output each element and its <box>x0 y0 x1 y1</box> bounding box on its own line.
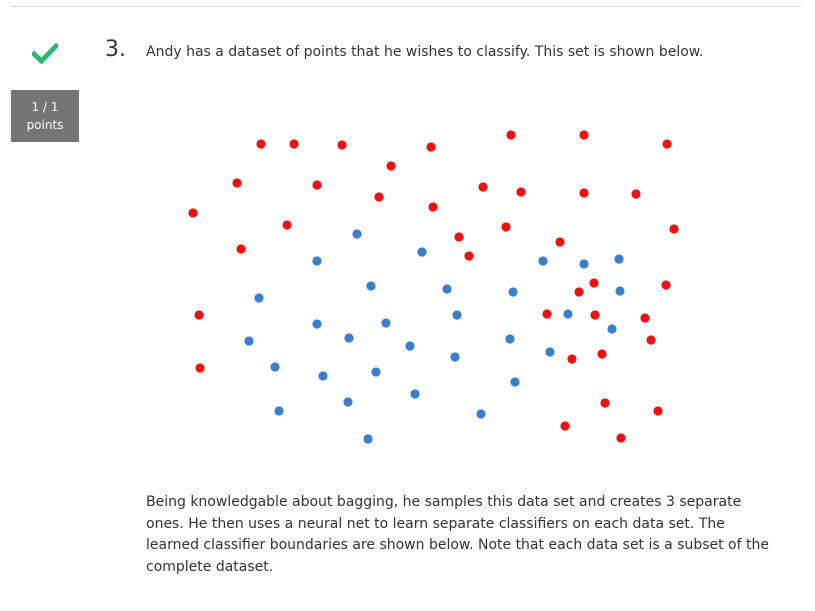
red-point-25 <box>589 278 599 288</box>
bagging-paragraph: Being knowledgable about bagging, he sam… <box>146 494 769 575</box>
red-point-6 <box>579 130 589 140</box>
blue-point-3 <box>312 256 322 266</box>
red-point-17 <box>428 202 438 212</box>
blue-point-19 <box>405 341 415 351</box>
blue-point-15 <box>563 309 573 319</box>
red-point-1 <box>256 139 266 149</box>
blue-point-22 <box>545 347 555 357</box>
red-point-15 <box>631 189 641 199</box>
red-point-4 <box>426 142 436 152</box>
red-point-9 <box>232 178 242 188</box>
blue-point-26 <box>510 377 520 387</box>
blue-point-12 <box>312 319 322 329</box>
blue-point-23 <box>270 362 280 372</box>
red-point-35 <box>567 354 577 364</box>
red-point-26 <box>661 280 671 290</box>
red-point-13 <box>516 187 526 197</box>
blue-point-17 <box>244 336 254 346</box>
blue-point-4 <box>538 256 548 266</box>
blue-point-13 <box>381 318 391 328</box>
red-point-30 <box>590 310 600 320</box>
red-point-31 <box>640 313 650 323</box>
red-point-38 <box>560 421 570 431</box>
blue-point-30 <box>476 409 486 419</box>
score-value: 1 / 1 <box>31 100 59 114</box>
blue-point-8 <box>366 281 376 291</box>
checkmark-icon <box>32 43 58 65</box>
red-point-22 <box>555 237 565 247</box>
red-point-10 <box>312 180 322 190</box>
blue-point-14 <box>452 310 462 320</box>
red-point-33 <box>597 349 607 359</box>
red-point-24 <box>464 251 474 261</box>
red-point-2 <box>289 139 299 149</box>
red-point-12 <box>478 182 488 192</box>
question-prompt: Andy has a dataset of points that he wis… <box>146 44 704 60</box>
red-point-5 <box>506 130 516 140</box>
red-point-23 <box>236 244 246 254</box>
blue-point-24 <box>318 371 328 381</box>
red-point-11 <box>374 192 384 202</box>
red-point-39 <box>616 433 626 443</box>
blue-point-2 <box>417 247 427 257</box>
blue-point-27 <box>410 389 420 399</box>
blue-point-6 <box>614 254 624 264</box>
red-point-32 <box>646 335 656 345</box>
red-point-8 <box>386 161 396 171</box>
blue-point-31 <box>363 434 373 444</box>
red-point-14 <box>579 188 589 198</box>
blue-point-25 <box>371 367 381 377</box>
blue-point-1 <box>352 229 362 239</box>
blue-point-10 <box>508 287 518 297</box>
blue-point-5 <box>579 259 589 269</box>
red-point-3 <box>337 140 347 150</box>
red-point-28 <box>194 310 204 320</box>
blue-point-9 <box>442 284 452 294</box>
blue-point-7 <box>254 293 264 303</box>
red-point-34 <box>195 363 205 373</box>
score-badge: 1 / 1 points <box>11 90 79 142</box>
blue-point-29 <box>343 397 353 407</box>
blue-point-18 <box>344 333 354 343</box>
red-point-29 <box>542 309 552 319</box>
red-point-19 <box>501 222 511 232</box>
score-unit: points <box>26 118 64 132</box>
blue-point-16 <box>607 324 617 334</box>
blue-point-20 <box>450 352 460 362</box>
red-point-21 <box>454 232 464 242</box>
blue-point-28 <box>274 406 284 416</box>
red-point-37 <box>653 406 663 416</box>
red-point-18 <box>282 220 292 230</box>
red-point-7 <box>662 139 672 149</box>
red-point-16 <box>188 208 198 218</box>
blue-point-21 <box>505 334 515 344</box>
red-point-20 <box>669 224 679 234</box>
question-number: 3. <box>105 37 126 62</box>
blue-point-11 <box>615 286 625 296</box>
top-divider <box>11 6 801 7</box>
red-point-36 <box>600 398 610 408</box>
red-point-27 <box>574 287 584 297</box>
dataset-scatter-plot <box>188 130 679 444</box>
